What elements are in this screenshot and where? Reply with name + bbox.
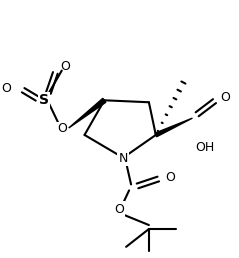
Text: OH: OH bbox=[196, 141, 215, 154]
Text: O: O bbox=[57, 123, 67, 135]
Polygon shape bbox=[155, 118, 192, 137]
Text: O: O bbox=[1, 82, 11, 95]
Text: O: O bbox=[166, 171, 176, 184]
Text: N: N bbox=[119, 152, 128, 165]
Text: O: O bbox=[114, 203, 124, 216]
Polygon shape bbox=[69, 98, 106, 128]
Text: S: S bbox=[39, 93, 49, 107]
Text: O: O bbox=[60, 60, 70, 73]
Text: O: O bbox=[220, 91, 230, 104]
